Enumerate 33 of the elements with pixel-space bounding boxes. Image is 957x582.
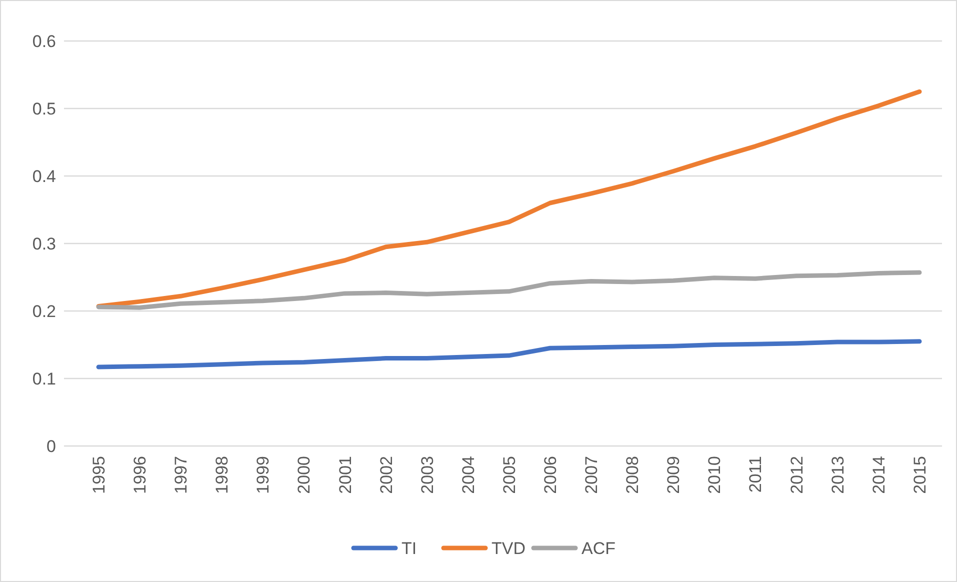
- x-tick-label: 2008: [623, 456, 642, 494]
- x-tick-label: 2007: [582, 456, 602, 494]
- x-tick-label: 2010: [705, 456, 724, 494]
- x-tick-label: 2005: [500, 456, 519, 494]
- legend-label: TVD: [492, 538, 526, 558]
- y-tick-label: 0.1: [32, 369, 56, 388]
- legend-label: ACF: [582, 538, 616, 558]
- x-tick-label: 2012: [787, 456, 806, 494]
- x-tick-label: 2006: [541, 456, 560, 494]
- line-series: [96, 339, 922, 370]
- x-tick-label: 1996: [130, 456, 150, 494]
- x-tick-label: 1997: [172, 456, 191, 494]
- y-tick-label: 0.2: [32, 302, 56, 321]
- x-tick-label: 2002: [376, 456, 396, 494]
- x-tick-label: 2003: [418, 456, 437, 494]
- x-tick-label: 1999: [254, 456, 273, 494]
- x-tick-label: 2000: [294, 456, 314, 494]
- y-tick-label: 0.4: [32, 166, 56, 186]
- x-tick-label: 2004: [458, 456, 478, 494]
- y-tick-label: 0.3: [32, 234, 56, 254]
- line-series: [96, 270, 922, 310]
- x-tick-label: 2009: [664, 456, 684, 494]
- x-tick-label: 2011: [746, 456, 766, 493]
- x-tick-label: 2013: [828, 456, 848, 494]
- legend-label: TI: [402, 538, 417, 558]
- y-tick-label: 0.6: [32, 32, 56, 51]
- y-tick-label: 0: [46, 436, 56, 456]
- x-tick-label: 2001: [336, 456, 355, 494]
- x-tick-label: 2014: [869, 456, 888, 494]
- x-tick-label: 1995: [89, 456, 108, 494]
- x-tick-label: 2015: [910, 456, 930, 494]
- x-tick-label: 1998: [212, 456, 232, 494]
- y-tick-label: 0.5: [32, 99, 56, 118]
